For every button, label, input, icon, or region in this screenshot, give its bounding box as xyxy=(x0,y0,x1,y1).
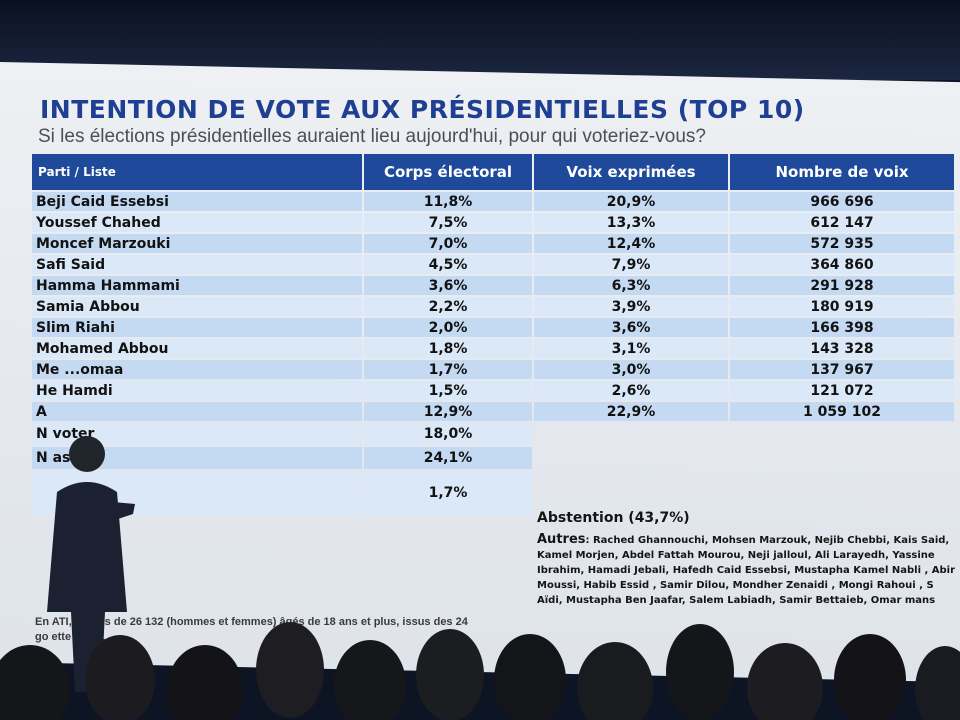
cell-nombre: 966 696 xyxy=(730,192,954,211)
cell-name: Moncef Marzouki xyxy=(32,234,362,253)
table-row: 1,7% xyxy=(32,471,954,515)
cell-voix: 3,0% xyxy=(534,360,728,379)
cell-corps: 24,1% xyxy=(364,447,532,469)
cell-name: Youssef Chahed xyxy=(32,213,362,232)
cell-voix: 20,9% xyxy=(534,192,728,211)
cell-name: Me ...omaa xyxy=(32,360,362,379)
table-row: Safi Said 4,5% 7,9% 364 860 xyxy=(32,255,954,274)
presenter-silhouette xyxy=(47,436,135,692)
cell-nombre: 572 935 xyxy=(730,234,954,253)
cell-corps: 1,7% xyxy=(364,471,532,515)
cell-nombre: 166 398 xyxy=(730,318,954,337)
cell-corps: 1,7% xyxy=(364,360,532,379)
header-nombre: Nombre de voix xyxy=(730,154,954,190)
cell-voix: 2,6% xyxy=(534,381,728,400)
cell-nombre: 1 059 102 xyxy=(730,402,954,421)
notes-block: Abstention (43,7%) Autres: Rached Ghanno… xyxy=(537,510,957,608)
cell-voix: 13,3% xyxy=(534,213,728,232)
table-row: Mohamed Abbou 1,8% 3,1% 143 328 xyxy=(32,339,954,358)
cell-voix: 3,6% xyxy=(534,318,728,337)
cell-corps: 7,0% xyxy=(364,234,532,253)
table-row: N as 24,1% xyxy=(32,447,954,469)
cell-empty xyxy=(534,423,954,445)
cell-corps: 18,0% xyxy=(364,423,532,445)
cell-voix: 12,4% xyxy=(534,234,728,253)
table-row: N voter 18,0% xyxy=(32,423,954,445)
slide-title: INTENTION DE VOTE AUX PRÉSIDENTIELLES (T… xyxy=(40,95,805,124)
cell-name: Hamma Hammami xyxy=(32,276,362,295)
cell-nombre: 180 919 xyxy=(730,297,954,316)
table-row: Youssef Chahed 7,5% 13,3% 612 147 xyxy=(32,213,954,232)
cell-corps: 2,2% xyxy=(364,297,532,316)
cell-nombre: 137 967 xyxy=(730,360,954,379)
cell-voix: 7,9% xyxy=(534,255,728,274)
cell-name: N as xyxy=(32,447,362,469)
cell-corps: 4,5% xyxy=(364,255,532,274)
table-row: Slim Riahi 2,0% 3,6% 166 398 xyxy=(32,318,954,337)
cell-name: He Hamdi xyxy=(32,381,362,400)
table-row: Samia Abbou 2,2% 3,9% 180 919 xyxy=(32,297,954,316)
table-row: A 12,9% 22,9% 1 059 102 xyxy=(32,402,954,421)
table-row: Me ...omaa 1,7% 3,0% 137 967 xyxy=(32,360,954,379)
table-row: Hamma Hammami 3,6% 6,3% 291 928 xyxy=(32,276,954,295)
cell-name: Mohamed Abbou xyxy=(32,339,362,358)
cell-corps: 3,6% xyxy=(364,276,532,295)
header-corps: Corps électoral xyxy=(364,154,532,190)
cell-voix: 3,9% xyxy=(534,297,728,316)
slide-subtitle: Si les élections présidentielles auraien… xyxy=(38,126,706,147)
table-row: Moncef Marzouki 7,0% 12,4% 572 935 xyxy=(32,234,954,253)
cell-name: A xyxy=(32,402,362,421)
poll-table: Parti / Liste Corps électoral Voix expri… xyxy=(30,152,956,517)
cell-name: Beji Caid Essebsi xyxy=(32,192,362,211)
cell-corps: 7,5% xyxy=(364,213,532,232)
autres-list: Autres: Rached Ghannouchi, Mohsen Marzou… xyxy=(537,532,957,608)
cell-name: Samia Abbou xyxy=(32,297,362,316)
cell-corps: 11,8% xyxy=(364,192,532,211)
cell-name: Safi Said xyxy=(32,255,362,274)
cell-corps: 2,0% xyxy=(364,318,532,337)
table-row: He Hamdi 1,5% 2,6% 121 072 xyxy=(32,381,954,400)
cell-empty xyxy=(534,447,954,469)
cell-voix: 3,1% xyxy=(534,339,728,358)
cell-nombre: 143 328 xyxy=(730,339,954,358)
cell-name: Slim Riahi xyxy=(32,318,362,337)
cell-corps: 1,5% xyxy=(364,381,532,400)
cell-corps: 12,9% xyxy=(364,402,532,421)
header-voix: Voix exprimées xyxy=(534,154,728,190)
audience-silhouettes xyxy=(0,622,960,720)
autres-label: Autres xyxy=(537,532,586,547)
cell-nombre: 121 072 xyxy=(730,381,954,400)
table-row: Beji Caid Essebsi 11,8% 20,9% 966 696 xyxy=(32,192,954,211)
cell-voix: 6,3% xyxy=(534,276,728,295)
cell-nombre: 291 928 xyxy=(730,276,954,295)
cell-empty xyxy=(534,471,954,515)
cell-corps: 1,8% xyxy=(364,339,532,358)
table-header-row: Parti / Liste Corps électoral Voix expri… xyxy=(32,154,954,190)
header-parti: Parti / Liste xyxy=(32,154,362,190)
cell-voix: 22,9% xyxy=(534,402,728,421)
abstention-label: Abstention (43,7%) xyxy=(537,510,690,526)
autres-text: : Rached Ghannouchi, Mohsen Marzouk, Nej… xyxy=(537,535,956,606)
cell-nombre: 364 860 xyxy=(730,255,954,274)
footnote-line-1: En ATI, auprès de 26 132 (hommes et femm… xyxy=(35,616,468,628)
cell-nombre: 612 147 xyxy=(730,213,954,232)
